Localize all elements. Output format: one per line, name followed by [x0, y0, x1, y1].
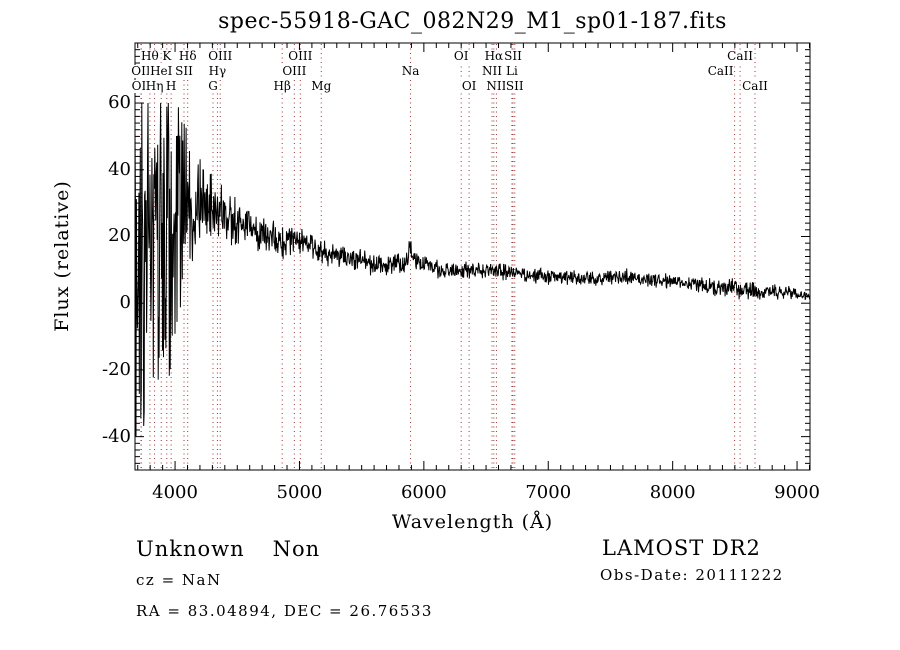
- spectral-line-label-nii: NII: [481, 64, 504, 78]
- spectral-line-label-hβ: Hβ: [272, 79, 292, 93]
- spectral-line-label-mg: Mg: [310, 79, 333, 93]
- spectral-line-label-caii: CaII: [706, 64, 735, 78]
- x-tick-label-8000: 8000: [649, 482, 696, 503]
- spectral-line-label-caii: CaII: [726, 49, 755, 63]
- spectral-line-label-hδ: Hδ: [177, 49, 198, 63]
- plot-title: spec-55918-GAC_082N29_M1_sp01-187.fits: [218, 9, 727, 34]
- classification-text: Unknown Non: [136, 537, 320, 561]
- spectral-line-label-h: H: [164, 79, 178, 93]
- spectral-line-label-oi: OI: [452, 49, 470, 63]
- spectral-line-label-na: Na: [400, 64, 421, 78]
- spectral-line-label-nii: NII: [485, 79, 508, 93]
- spectral-line-label-sii: SII: [174, 64, 194, 78]
- spectral-line-label-hγ: Hγ: [207, 64, 228, 78]
- x-tick-label-9000: 9000: [774, 482, 820, 503]
- subclass-value: Non: [272, 537, 321, 561]
- x-tick-label-4000: 4000: [152, 482, 198, 503]
- x-tick-label-7000: 7000: [525, 482, 572, 503]
- spectral-line-label-hα: Hα: [483, 49, 505, 63]
- plot-frame: [134, 42, 811, 471]
- spectral-line-label-sii: SII: [504, 79, 525, 93]
- cz-text: cz = NaN: [136, 571, 222, 589]
- spectral-line-label-caii: CaII: [741, 79, 769, 93]
- obs-date-text: Obs-Date: 20111222: [600, 566, 784, 584]
- x-tick-label-5000: 5000: [276, 482, 323, 503]
- spectral-line-label-oiii: OIII: [287, 49, 314, 63]
- survey-text: LAMOST DR2: [602, 536, 761, 560]
- x-axis-title: Wavelength (Å): [391, 511, 554, 533]
- ra-dec-text: RA = 83.04894, DEC = 26.76533: [136, 602, 433, 620]
- spectral-line-label-hη: Hη: [144, 79, 165, 93]
- class-value: Unknown: [136, 537, 245, 561]
- spectrum-trace: [135, 102, 810, 437]
- y-tick-label-60: 60: [108, 92, 131, 114]
- x-tick-label-6000: 6000: [400, 482, 447, 503]
- y-tick-label--20: -20: [102, 358, 131, 380]
- y-tick-label--40: -40: [102, 425, 131, 447]
- y-tick-label-20: 20: [108, 225, 131, 247]
- spectral-line-label-li: Li: [505, 64, 519, 78]
- y-tick-label-40: 40: [108, 158, 131, 180]
- spectral-line-label-hei: HeI: [149, 64, 174, 78]
- spectral-line-label-g: G: [207, 79, 219, 93]
- spectral-line-label-oiii: OIII: [281, 64, 308, 78]
- spectral-line-label-oii: OII: [130, 64, 152, 78]
- spectral-line-label-oi: OI: [460, 79, 478, 93]
- y-tick-label-0: 0: [119, 292, 131, 314]
- spectral-line-label-oiii: OIII: [207, 49, 234, 63]
- spectral-line-label-sii: SII: [503, 49, 523, 63]
- spectral-line-label-k: K: [161, 49, 173, 63]
- spectral-line-label-hθ: Hθ: [140, 49, 160, 63]
